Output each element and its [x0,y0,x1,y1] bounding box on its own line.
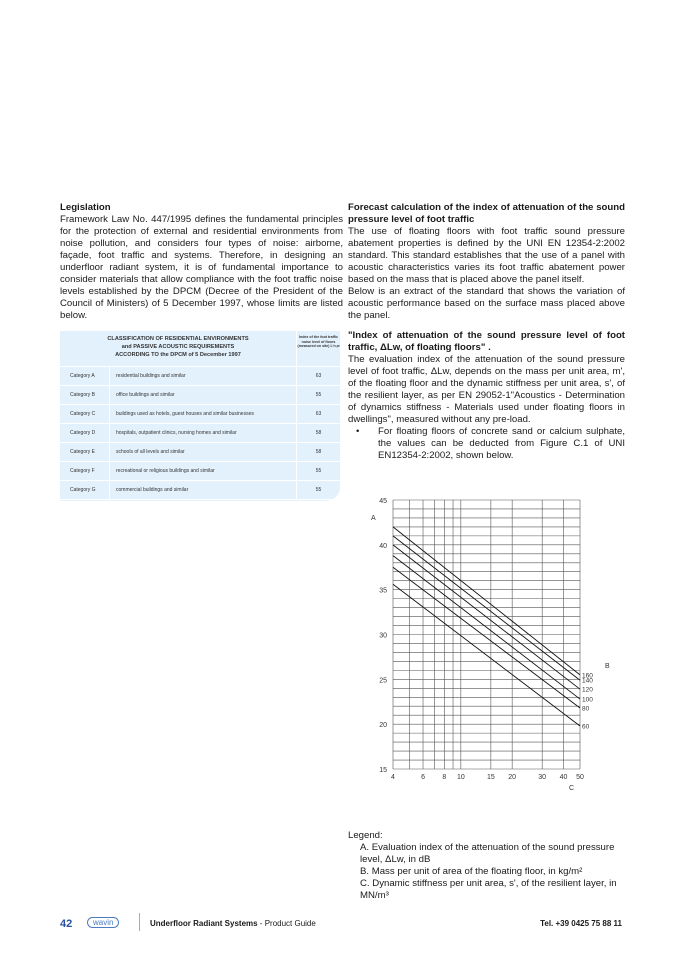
table-row: Category E schools of all levels and simi… [60,443,340,462]
x-tick-label: 50 [576,774,584,781]
series-label: 80 [582,706,590,713]
series-line-100 [392,555,581,700]
forecast-body-2: Below is an extract of the standard that… [348,286,625,321]
forecast-body: The use of floating floors with foot tra… [348,226,625,285]
table-row: Category B office buildings and similar 55 [60,386,340,405]
series-line-160 [392,526,581,676]
table-row: Category F recreational or religious buil… [60,462,340,481]
index-title: "Index of attenuation of the sound press… [348,330,625,353]
chart-legend: Legend: A. Evaluation index of the atten… [348,830,625,902]
forecast-section: Forecast calculation of the index of att… [348,202,625,322]
legislation-body: Framework Law No. 447/1995 defines the f… [60,214,343,321]
series-label: 60 [582,723,590,730]
category-cell: Category E [60,443,110,461]
description-cell: office buildings and similar [116,392,175,398]
footer-divider [139,913,140,931]
table-row: Category D hospitals, outpatient clinics,… [60,424,340,443]
value-cell: 63 [296,405,340,423]
description-cell: residential buildings and similar [116,373,186,379]
y-tick-label: 35 [379,588,387,595]
category-cell: Category B [60,386,110,404]
value-cell: 55 [296,386,340,404]
page-number: 42 [60,918,73,930]
bullet-text: For floating floors of concrete sand or … [378,426,625,461]
y-tick-label: 15 [379,767,387,774]
y-tick-label: 30 [379,633,387,640]
series-line-60 [392,583,581,727]
category-cell: Category F [60,462,110,480]
x-tick-label: 10 [457,774,465,781]
description-cell: schools of all levels and similar [116,449,185,455]
legend-c: C. Dynamic stiffness per unit area, s', … [360,878,617,901]
index-body: The evaluation index of the attenuation … [348,354,625,425]
legend-b: B. Mass per unit of area of the floating… [360,866,583,877]
index-section: "Index of attenuation of the sound press… [348,330,625,462]
category-cell: Category D [60,424,110,442]
series-label: 160 [582,672,593,679]
legislation-title: Legislation [60,202,111,213]
table-row: Category A residential buildings and simi… [60,367,340,386]
table-title-line: and PASSIVE ACOUSTIC REQUIREMENTS [121,344,235,350]
bullet-item: • For floating floors of concrete sand or… [348,426,625,462]
description-cell: buildings used as hotels, guest houses a… [116,411,254,417]
value-cell: 63 [296,367,340,385]
table-header: CLASSIFICATION OF RESIDENTIAL ENVIRONMEN… [60,331,340,367]
x-tick-label: 20 [508,774,516,781]
x-tick-label: 8 [442,774,446,781]
series-line-140 [392,535,581,681]
bullet-icon: • [356,426,360,437]
y-tick-label: 40 [379,543,387,550]
series-line-120 [392,544,581,690]
series-line-80 [392,566,581,709]
table-row: Category C buildings used as hotels, gues… [60,405,340,424]
wavin-logo: wavin [87,917,120,928]
index-header: Index of the foot traffic noise level of… [296,331,340,366]
series-label: 120 [582,687,593,694]
x-tick-label: 6 [421,774,425,781]
forecast-title: Forecast calculation of the index of att… [348,202,625,225]
x-tick-label: 40 [560,774,568,781]
category-cell: Category A [60,367,110,385]
y-tick-label: 20 [379,722,387,729]
series-label: 140 [582,678,593,685]
legend-title: Legend: [348,830,383,841]
description-cell: recreational or religious buildings and … [116,468,215,474]
footer-phone: Tel. +39 0425 75 88 11 [540,919,622,928]
table-title-line: ACCORDING TO the DPCM of 5 December 1997 [115,352,241,358]
value-cell: 58 [296,443,340,461]
series-label: 100 [582,697,593,704]
category-cell: Category C [60,405,110,423]
footer-title: Underfloor Radiant Systems - Product Gui… [150,919,316,928]
y-tick-label: 25 [379,677,387,684]
table-title-line: CLASSIFICATION OF RESIDENTIAL ENVIRONMEN… [107,336,249,342]
x-tick-label: 15 [487,774,495,781]
page-footer: 42 wavin Underfloor Radiant Systems - Pr… [0,913,678,935]
classification-table: CLASSIFICATION OF RESIDENTIAL ENVIRONMEN… [60,331,340,501]
legend-a: A. Evaluation index of the attenuation o… [360,842,615,865]
x-tick-label: 4 [391,774,395,781]
value-cell: 58 [296,424,340,442]
description-cell: hospitals, outpatient clinics, nursing h… [116,430,237,436]
description-cell: commercial buildings and similar [116,487,189,493]
y-axis-label: A [371,515,376,522]
x-tick-label: 30 [538,774,546,781]
legend-title-b: B [605,663,610,670]
y-tick-label: 45 [379,498,387,505]
value-cell: 55 [296,462,340,480]
category-cell: Category G [60,481,110,499]
value-cell: 55 [296,481,340,499]
table-row: Category G commercial buildings and simil… [60,481,340,500]
x-axis-label: C [569,785,574,792]
legislation-section: Legislation Framework Law No. 447/1995 d… [60,202,343,322]
